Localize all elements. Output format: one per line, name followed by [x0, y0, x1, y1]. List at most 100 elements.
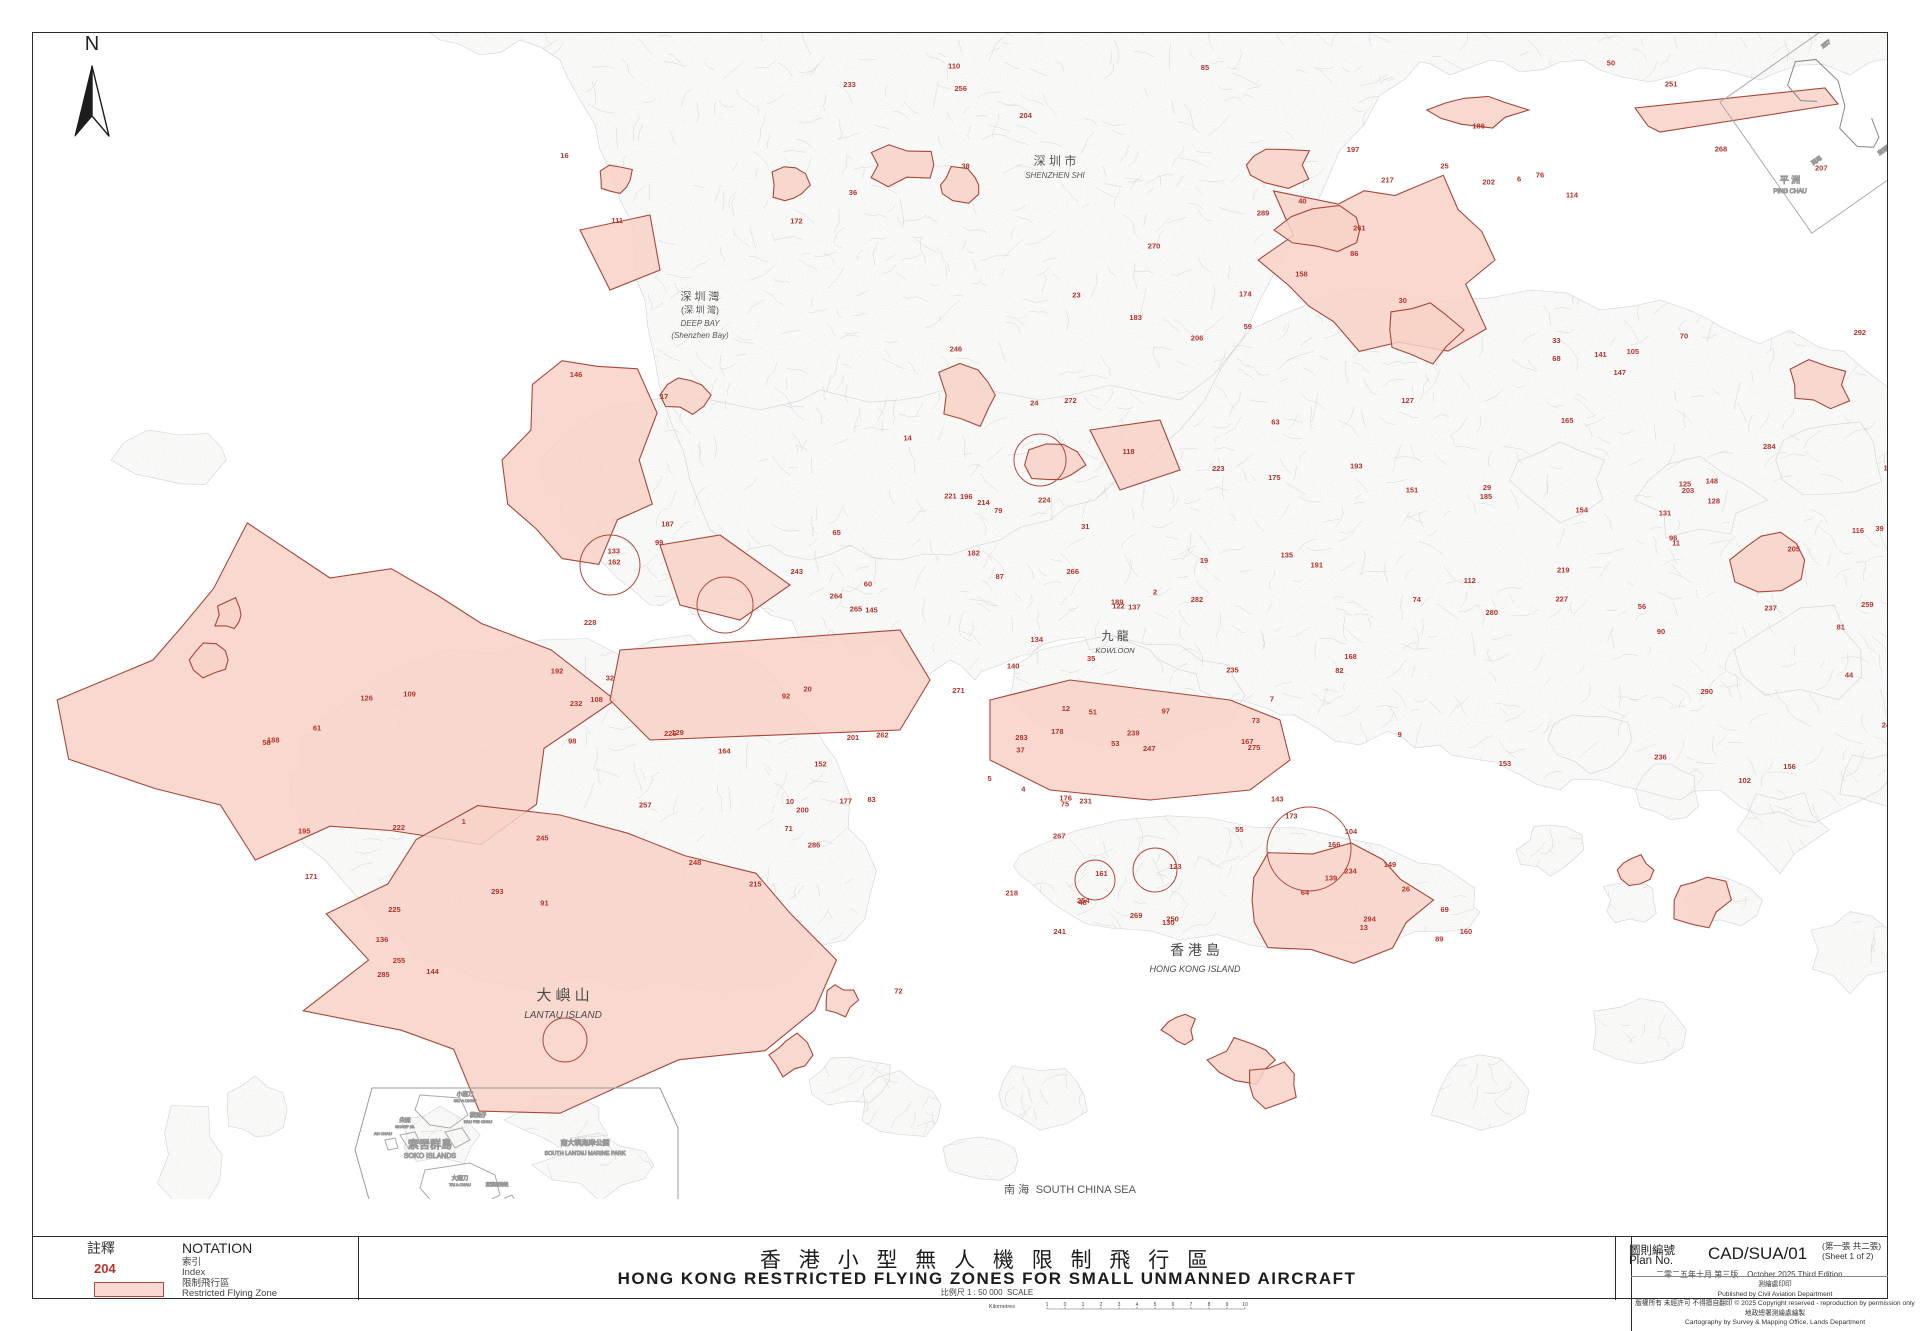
svg-text:40: 40	[1298, 196, 1306, 205]
svg-text:南 海 SOUTH CHINA SEA: 南 海 SOUTH CHINA SEA	[1004, 1182, 1137, 1196]
svg-text:191: 191	[1311, 561, 1324, 570]
svg-text:174: 174	[1239, 290, 1252, 299]
svg-text:29: 29	[1483, 483, 1491, 492]
svg-text:218: 218	[1006, 889, 1019, 898]
svg-text:224: 224	[1038, 496, 1051, 505]
svg-text:35: 35	[1087, 654, 1095, 663]
svg-text:160: 160	[1460, 927, 1473, 936]
svg-text:116: 116	[1852, 526, 1864, 535]
svg-text:154: 154	[1576, 506, 1589, 515]
svg-text:285: 285	[377, 970, 390, 979]
svg-text:60: 60	[864, 579, 872, 588]
svg-text:203: 203	[1682, 486, 1695, 495]
svg-text:東博寮海峽: 東博寮海峽	[486, 1181, 509, 1188]
svg-text:182: 182	[967, 549, 980, 558]
svg-text:261: 261	[1353, 224, 1366, 233]
svg-text:275: 275	[1248, 743, 1261, 752]
svg-text:214: 214	[977, 498, 990, 507]
svg-text:19: 19	[1200, 556, 1208, 565]
svg-text:49: 49	[868, 22, 876, 31]
svg-text:172: 172	[790, 216, 803, 225]
svg-text:85: 85	[1201, 63, 1209, 72]
svg-text:73: 73	[1252, 716, 1260, 725]
svg-text:293: 293	[491, 887, 504, 896]
svg-text:4: 4	[1021, 785, 1026, 794]
svg-text:215: 215	[749, 880, 762, 889]
svg-text:110: 110	[948, 62, 960, 71]
svg-text:137: 137	[1128, 603, 1141, 612]
svg-text:69: 69	[1441, 905, 1449, 914]
svg-text:114: 114	[1566, 191, 1579, 200]
svg-text:TAI A CHAU: TAI A CHAU	[449, 1182, 471, 1187]
svg-text:14: 14	[904, 434, 913, 443]
svg-text:2: 2	[1153, 587, 1157, 596]
svg-text:233: 233	[843, 80, 856, 89]
svg-text:DEEP BAY: DEEP BAY	[680, 319, 720, 328]
svg-text:9: 9	[1398, 730, 1402, 739]
svg-text:186: 186	[1472, 121, 1485, 130]
svg-text:N: N	[85, 33, 99, 55]
svg-text:149: 149	[1384, 860, 1397, 869]
svg-text:124: 124	[1908, 264, 1920, 273]
svg-text:262: 262	[876, 731, 889, 740]
svg-text:小磨刀: 小磨刀	[457, 1090, 474, 1098]
svg-text:16: 16	[560, 151, 568, 160]
svg-text:206: 206	[1191, 333, 1204, 342]
svg-text:48: 48	[1079, 898, 1087, 907]
svg-text:280: 280	[1486, 608, 1499, 617]
svg-text:282: 282	[1191, 595, 1204, 604]
svg-text:134: 134	[1031, 635, 1044, 644]
svg-text:深 圳 灣: 深 圳 灣	[680, 290, 719, 303]
svg-text:6: 6	[1517, 175, 1521, 184]
svg-text:SOUTH LANTAU MARINE PARK: SOUTH LANTAU MARINE PARK	[544, 1151, 625, 1157]
svg-text:259: 259	[1861, 600, 1874, 609]
svg-text:105: 105	[1627, 347, 1640, 356]
svg-text:245: 245	[536, 834, 549, 843]
svg-text:256: 256	[955, 84, 968, 93]
svg-text:221: 221	[944, 492, 957, 501]
svg-text:286: 286	[808, 841, 821, 850]
svg-text:162: 162	[608, 557, 621, 566]
svg-text:171: 171	[305, 872, 318, 881]
svg-text:269: 269	[1130, 911, 1143, 920]
svg-text:141: 141	[1594, 350, 1607, 359]
svg-text:135: 135	[1281, 551, 1294, 560]
svg-text:17: 17	[660, 392, 668, 401]
svg-text:平 洲: 平 洲	[1780, 175, 1801, 185]
svg-text:270: 270	[1148, 241, 1161, 250]
svg-text:192: 192	[551, 666, 564, 675]
svg-text:(Shenzhen Bay): (Shenzhen Bay)	[671, 331, 729, 340]
svg-text:Kilometres: Kilometres	[989, 1304, 1015, 1310]
svg-text:59: 59	[1244, 322, 1252, 331]
svg-text:185: 185	[1480, 492, 1493, 501]
svg-text:深 圳 市: 深 圳 市	[1034, 153, 1077, 168]
svg-text:33: 33	[1552, 336, 1560, 345]
svg-text:87: 87	[996, 572, 1004, 581]
svg-text:KAU PEI CHAU: KAU PEI CHAU	[464, 1119, 492, 1124]
svg-text:109: 109	[403, 690, 416, 699]
svg-text:140: 140	[1007, 661, 1020, 670]
svg-text:148: 148	[1706, 477, 1719, 486]
svg-text:222: 222	[393, 823, 406, 832]
svg-text:283: 283	[1015, 733, 1028, 742]
svg-text:272: 272	[1064, 396, 1077, 405]
svg-text:257: 257	[639, 800, 652, 809]
svg-text:尖洲: 尖洲	[399, 1116, 411, 1124]
svg-text:228: 228	[584, 618, 597, 627]
svg-text:53: 53	[1111, 739, 1119, 748]
svg-text:23: 23	[1072, 291, 1080, 300]
svg-text:13: 13	[1360, 923, 1368, 932]
svg-text:(深 圳 灣): (深 圳 灣)	[681, 304, 719, 315]
svg-text:64: 64	[1301, 888, 1310, 897]
svg-text:225: 225	[388, 905, 401, 914]
svg-text:89: 89	[1435, 935, 1443, 944]
svg-text:LANTAU ISLAND: LANTAU ISLAND	[524, 1010, 602, 1021]
svg-text:290: 290	[1701, 687, 1714, 696]
svg-text:横洲仔: 横洲仔	[470, 1111, 487, 1119]
svg-text:236: 236	[1654, 753, 1667, 762]
svg-text:36: 36	[849, 188, 857, 197]
svg-text:30: 30	[1399, 296, 1407, 305]
svg-text:SIU A CHAU: SIU A CHAU	[454, 1098, 477, 1103]
svg-text:237: 237	[1764, 603, 1777, 612]
svg-text:108: 108	[590, 695, 603, 704]
